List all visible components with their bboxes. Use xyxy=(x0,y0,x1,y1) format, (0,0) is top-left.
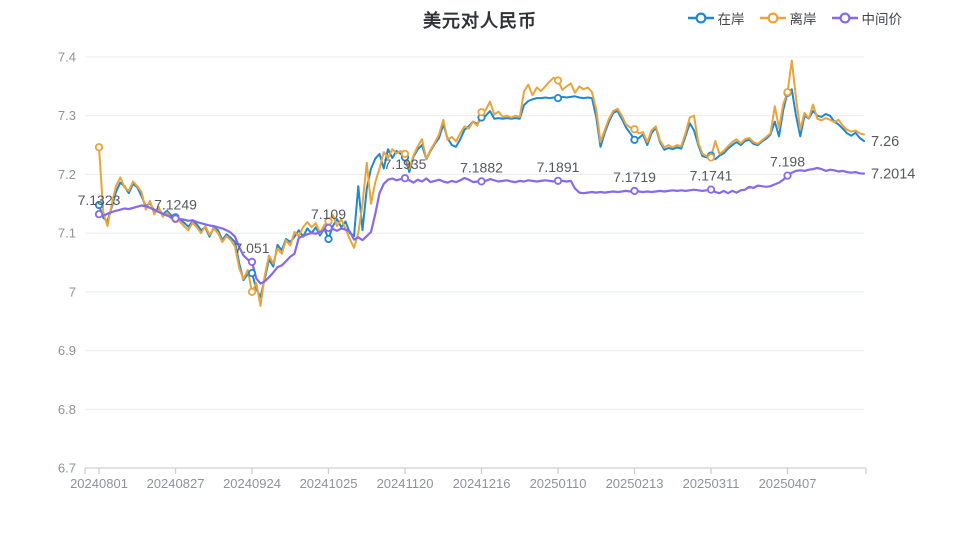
annotation-label: 7.051 xyxy=(234,240,269,256)
data-point-marker xyxy=(400,174,410,183)
y-tick-label: 7.4 xyxy=(58,50,76,65)
data-point-marker xyxy=(553,76,563,85)
x-tick-label: 20241120 xyxy=(377,476,434,491)
y-tick-label: 7.1 xyxy=(58,226,76,241)
y-tick-label: 6.9 xyxy=(58,343,76,358)
x-tick-label: 20240924 xyxy=(223,476,281,491)
series-markers-fixing xyxy=(94,171,792,266)
data-point-marker xyxy=(706,153,716,162)
x-tick-label: 20250213 xyxy=(606,476,664,491)
data-point-marker xyxy=(477,108,486,117)
data-point-marker xyxy=(553,94,563,103)
data-point-marker xyxy=(706,185,716,194)
legend-fixing-icon xyxy=(831,12,858,24)
end-label-onshore: 7.26 xyxy=(871,134,899,150)
annotation-label: 7.1249 xyxy=(154,197,197,213)
legend-fixing-label: 中间价 xyxy=(861,12,903,27)
annotation-label: 7.1891 xyxy=(537,159,580,175)
x-tick-label: 20241025 xyxy=(300,476,358,491)
data-point-marker xyxy=(630,186,639,195)
data-point-marker xyxy=(94,210,104,219)
x-tick-label: 20240827 xyxy=(147,476,205,491)
y-tick-label: 7.2 xyxy=(58,167,76,182)
legend-onshore-icon xyxy=(687,12,714,24)
series-markers-offshore xyxy=(94,76,792,296)
series-markers-onshore xyxy=(94,88,792,278)
value-annotations: 7.1323 7.1249 7.051 7.109 7.1935 7.1882 7.1891… xyxy=(78,154,806,256)
data-point-marker xyxy=(783,171,792,180)
annotation-label: 7.1741 xyxy=(690,168,733,184)
legend-item-fixing[interactable]: 中间价 xyxy=(831,8,903,28)
x-tick-label: 20250110 xyxy=(530,476,587,491)
grid-lines xyxy=(85,56,864,410)
chart-legend: 在岸 离岸 中间价 xyxy=(687,8,903,28)
data-point-marker xyxy=(247,268,257,278)
data-point-marker xyxy=(94,200,104,210)
annotation-label: 7.198 xyxy=(770,154,805,170)
data-point-marker xyxy=(247,257,257,266)
legend-offshore-label: 离岸 xyxy=(789,12,817,27)
annotation-label: 7.1719 xyxy=(613,169,656,185)
legend-item-onshore[interactable]: 在岸 xyxy=(687,8,745,28)
data-point-marker xyxy=(553,176,563,185)
data-point-marker xyxy=(324,223,333,232)
end-labels: 7.26 7.2014 xyxy=(871,134,915,183)
legend-item-offshore[interactable]: 离岸 xyxy=(759,8,817,28)
x-tick-label: 20241216 xyxy=(453,476,511,491)
x-tick-label: 20250311 xyxy=(683,476,740,491)
annotation-label: 7.1882 xyxy=(460,159,503,175)
y-axis-labels: 7.4 7.3 7.2 7.1 7 6.9 6.8 6.7 xyxy=(58,50,76,476)
annotation-label: 7.1935 xyxy=(384,156,427,172)
data-point-marker xyxy=(94,143,104,152)
y-tick-label: 6.7 xyxy=(58,461,76,476)
x-tick-label: 20240801 xyxy=(70,476,128,491)
data-point-marker xyxy=(400,149,410,158)
data-point-marker xyxy=(324,234,333,244)
data-point-marker xyxy=(630,125,639,134)
end-label-fixing: 7.2014 xyxy=(871,167,915,183)
data-point-marker xyxy=(171,214,180,223)
x-axis-labels: 20240801 20240827 20240924 20241025 20241120… xyxy=(70,476,816,491)
annotation-label: 7.1323 xyxy=(78,192,121,208)
y-tick-label: 7.3 xyxy=(58,108,76,123)
x-axis xyxy=(84,467,867,474)
data-point-marker xyxy=(630,135,639,144)
annotation-label: 7.109 xyxy=(311,206,346,222)
y-tick-label: 7 xyxy=(69,284,76,299)
x-tick-label: 20250407 xyxy=(759,476,817,491)
data-point-marker xyxy=(783,88,792,97)
chart-title: 美元对人民币 xyxy=(423,11,537,31)
y-tick-label: 6.8 xyxy=(58,402,76,417)
legend-offshore-icon xyxy=(759,12,786,24)
legend-onshore-label: 在岸 xyxy=(717,12,745,27)
data-point-marker xyxy=(247,287,257,296)
data-point-marker xyxy=(477,177,486,186)
